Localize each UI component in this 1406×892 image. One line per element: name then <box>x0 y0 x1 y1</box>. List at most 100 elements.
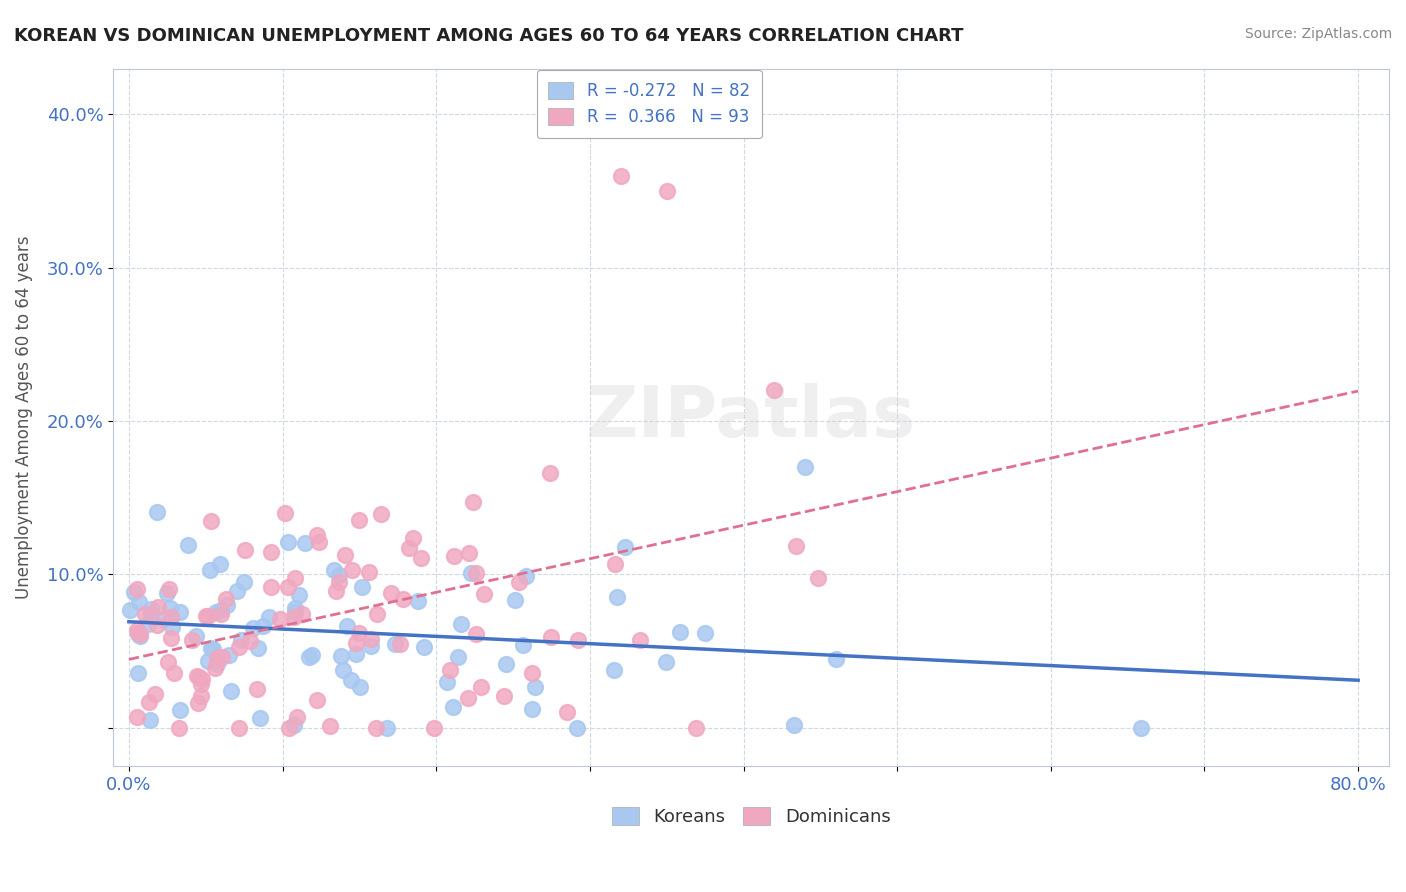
Point <box>290 607 312 622</box>
Point <box>283 718 305 732</box>
Point <box>340 563 363 577</box>
Point <box>567 633 589 648</box>
Point <box>763 384 786 398</box>
Point <box>200 641 222 656</box>
Point <box>344 636 367 650</box>
Point <box>328 574 350 589</box>
Point <box>269 612 291 626</box>
Point <box>669 624 692 639</box>
Point <box>450 617 472 632</box>
Point <box>219 684 242 698</box>
Point <box>201 642 224 657</box>
Point <box>406 594 429 608</box>
Point <box>167 721 190 735</box>
Point <box>347 626 370 640</box>
Point <box>159 600 181 615</box>
Point <box>215 591 238 606</box>
Point <box>540 630 562 644</box>
Point <box>524 680 547 694</box>
Point <box>260 580 283 594</box>
Point <box>180 633 202 648</box>
Point <box>153 612 176 626</box>
Legend: Koreans, Dominicans: Koreans, Dominicans <box>605 800 898 833</box>
Point <box>127 665 149 680</box>
Point <box>323 563 346 577</box>
Point <box>274 506 297 520</box>
Point <box>129 627 152 641</box>
Point <box>512 638 534 652</box>
Point <box>259 610 281 624</box>
Point <box>205 605 228 619</box>
Point <box>538 466 561 480</box>
Text: Source: ZipAtlas.com: Source: ZipAtlas.com <box>1244 27 1392 41</box>
Point <box>807 570 830 584</box>
Point <box>159 582 181 596</box>
Point <box>188 670 211 684</box>
Text: KOREAN VS DOMINICAN UNEMPLOYMENT AMONG AGES 60 TO 64 YEARS CORRELATION CHART: KOREAN VS DOMINICAN UNEMPLOYMENT AMONG A… <box>14 27 963 45</box>
Point <box>305 693 328 707</box>
Point <box>508 574 530 589</box>
Point <box>277 534 299 549</box>
Point <box>325 584 347 599</box>
Point <box>207 651 229 665</box>
Point <box>118 603 141 617</box>
Point <box>693 626 716 640</box>
Point <box>301 648 323 662</box>
Point <box>375 721 398 735</box>
Point <box>332 663 354 677</box>
Point <box>229 632 252 647</box>
Point <box>122 585 145 599</box>
Point <box>198 563 221 577</box>
Point <box>127 710 149 724</box>
Point <box>606 591 628 605</box>
Point <box>159 610 181 624</box>
Point <box>163 666 186 681</box>
Point <box>232 575 254 590</box>
Point <box>785 539 807 553</box>
Point <box>520 702 543 716</box>
Point <box>384 637 406 651</box>
Point <box>339 673 361 688</box>
Point <box>389 637 412 651</box>
Point <box>360 632 382 646</box>
Point <box>357 565 380 579</box>
Point <box>344 648 367 662</box>
Point <box>187 696 209 710</box>
Point <box>288 588 311 602</box>
Point <box>215 598 238 612</box>
Point <box>470 680 492 694</box>
Point <box>127 627 149 641</box>
Point <box>127 626 149 640</box>
Point <box>284 571 307 585</box>
Point <box>186 669 208 683</box>
Point <box>783 718 806 732</box>
Point <box>169 703 191 717</box>
Point <box>503 593 526 607</box>
Point <box>146 618 169 632</box>
Point <box>305 528 328 542</box>
Point <box>146 600 169 615</box>
Point <box>134 607 156 622</box>
Point <box>1130 721 1153 735</box>
Point <box>443 549 465 563</box>
Point <box>308 535 330 549</box>
Point <box>436 675 458 690</box>
Point <box>284 601 307 615</box>
Point <box>139 601 162 615</box>
Point <box>398 541 420 555</box>
Point <box>515 568 537 582</box>
Point <box>209 603 232 617</box>
Point <box>294 536 316 550</box>
Point <box>136 617 159 632</box>
Text: ZIPatlas: ZIPatlas <box>586 383 917 451</box>
Point <box>156 585 179 599</box>
Point <box>283 610 305 624</box>
Point <box>565 721 588 735</box>
Point <box>139 713 162 727</box>
Point <box>329 648 352 663</box>
Point <box>333 548 356 562</box>
Point <box>380 586 402 600</box>
Point <box>423 721 446 735</box>
Point <box>278 721 301 735</box>
Point <box>129 628 152 642</box>
